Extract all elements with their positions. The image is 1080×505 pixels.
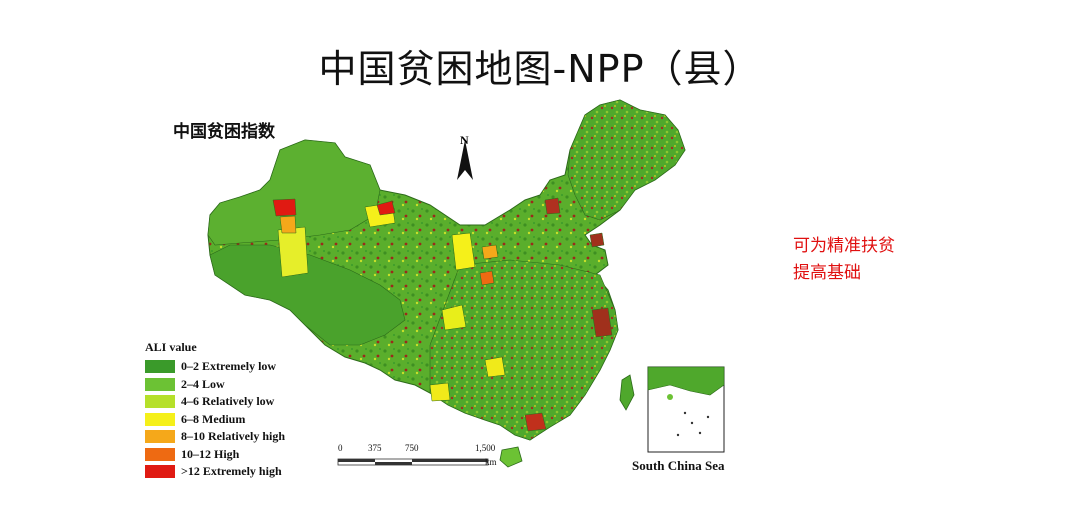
china-poverty-map	[130, 95, 730, 485]
legend-swatch	[145, 395, 175, 409]
north-label: N	[460, 133, 469, 147]
note-line: 可为精准扶贫	[793, 236, 895, 256]
legend-label: 6–8 Medium	[181, 411, 246, 426]
legend-label: 8–10 Relatively high	[181, 429, 285, 444]
legend-item: 6–8 Medium	[145, 411, 285, 429]
legend-item: >12 Extremely high	[145, 463, 285, 481]
scale-tick: 0	[338, 443, 343, 453]
scale-tick: 750	[405, 443, 419, 453]
legend-swatch	[145, 360, 175, 374]
scale-tick: 375	[368, 443, 382, 453]
scale-tick: 1,500	[475, 443, 496, 453]
legend-label: 0–2 Extremely low	[181, 359, 277, 374]
inset-label: South China Sea	[632, 458, 725, 473]
north-arrow	[457, 140, 473, 180]
scale-bar	[337, 458, 489, 466]
legend-label: 2–4 Low	[181, 376, 225, 391]
legend-item: 2–4 Low	[145, 376, 285, 394]
legend-label: 4–6 Relatively low	[181, 394, 275, 409]
hainan	[499, 446, 523, 468]
south-china-sea-inset	[647, 366, 725, 453]
legend-swatch	[145, 447, 175, 461]
legend-swatch	[145, 430, 175, 444]
legend-label: 10–12 High	[181, 446, 240, 461]
legend-item: 10–12 High	[145, 446, 285, 464]
region-northeast	[567, 99, 686, 221]
map-subtitle: 中国贫困指数	[173, 122, 275, 142]
taiwan	[619, 374, 635, 411]
legend-item: 0–2 Extremely low	[145, 358, 285, 376]
page-title: 中国贫困地图-NPP（县）	[318, 47, 762, 91]
legend-swatch	[145, 377, 175, 391]
legend-item: 4–6 Relatively low	[145, 393, 285, 411]
region-southeast	[429, 259, 619, 441]
legend-label: >12 Extremely high	[181, 464, 282, 479]
legend-title: ALI value	[145, 340, 197, 354]
scale-unit: km	[485, 457, 497, 467]
note-line: 提高基础	[793, 263, 861, 283]
legend-item: 8–10 Relatively high	[145, 428, 285, 446]
legend-swatch	[145, 412, 175, 426]
note-text: 可为精准扶贫 提高基础	[793, 233, 895, 287]
legend: ALI value 0–2 Extremely low 2–4 Low 4–6 …	[145, 340, 285, 481]
legend-swatch	[145, 465, 175, 479]
